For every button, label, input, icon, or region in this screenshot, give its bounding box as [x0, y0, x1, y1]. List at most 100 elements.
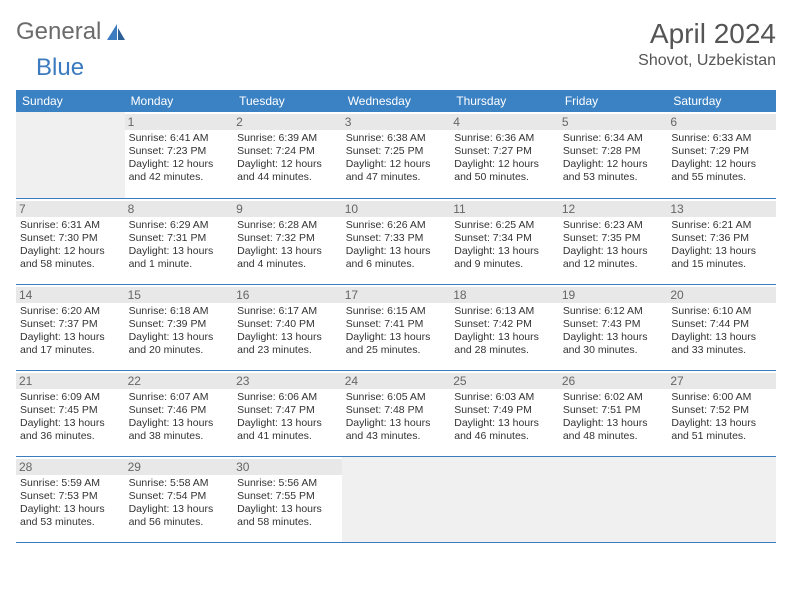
day-cell: 2Sunrise: 6:39 AMSunset: 7:24 PMDaylight…: [233, 112, 342, 198]
day-details: Sunrise: 6:05 AMSunset: 7:48 PMDaylight:…: [346, 391, 447, 444]
day-details: Sunrise: 6:34 AMSunset: 7:28 PMDaylight:…: [563, 132, 664, 185]
daylight-line: Daylight: 12 hours and 50 minutes.: [454, 158, 555, 184]
daylight-line: Daylight: 12 hours and 53 minutes.: [563, 158, 664, 184]
day-cell: 5Sunrise: 6:34 AMSunset: 7:28 PMDaylight…: [559, 112, 668, 198]
day-cell: 10Sunrise: 6:26 AMSunset: 7:33 PMDayligh…: [342, 198, 451, 284]
calendar-row: 7Sunrise: 6:31 AMSunset: 7:30 PMDaylight…: [16, 198, 776, 284]
daylight-line: Daylight: 13 hours and 15 minutes.: [671, 245, 772, 271]
day-number: 19: [559, 287, 668, 303]
day-details: Sunrise: 6:25 AMSunset: 7:34 PMDaylight:…: [454, 219, 555, 272]
day-number: 8: [125, 201, 234, 217]
sunrise-line: Sunrise: 6:18 AM: [129, 305, 230, 318]
day-number: 21: [16, 373, 125, 389]
sunrise-line: Sunrise: 6:03 AM: [454, 391, 555, 404]
day-details: Sunrise: 6:33 AMSunset: 7:29 PMDaylight:…: [671, 132, 772, 185]
weekday-header: Tuesday: [233, 90, 342, 112]
day-details: Sunrise: 6:17 AMSunset: 7:40 PMDaylight:…: [237, 305, 338, 358]
day-cell: 26Sunrise: 6:02 AMSunset: 7:51 PMDayligh…: [559, 370, 668, 456]
calendar-row: 14Sunrise: 6:20 AMSunset: 7:37 PMDayligh…: [16, 284, 776, 370]
sunrise-line: Sunrise: 6:13 AM: [454, 305, 555, 318]
sunset-line: Sunset: 7:32 PM: [237, 232, 338, 245]
sunrise-line: Sunrise: 6:39 AM: [237, 132, 338, 145]
sunset-line: Sunset: 7:51 PM: [563, 404, 664, 417]
sunrise-line: Sunrise: 6:28 AM: [237, 219, 338, 232]
daylight-line: Daylight: 13 hours and 56 minutes.: [129, 503, 230, 529]
day-cell: 28Sunrise: 5:59 AMSunset: 7:53 PMDayligh…: [16, 456, 125, 542]
sunset-line: Sunset: 7:48 PM: [346, 404, 447, 417]
day-cell: 1Sunrise: 6:41 AMSunset: 7:23 PMDaylight…: [125, 112, 234, 198]
daylight-line: Daylight: 13 hours and 33 minutes.: [671, 331, 772, 357]
daylight-line: Daylight: 13 hours and 48 minutes.: [563, 417, 664, 443]
day-details: Sunrise: 6:00 AMSunset: 7:52 PMDaylight:…: [671, 391, 772, 444]
daylight-line: Daylight: 12 hours and 42 minutes.: [129, 158, 230, 184]
sunrise-line: Sunrise: 6:15 AM: [346, 305, 447, 318]
sunset-line: Sunset: 7:36 PM: [671, 232, 772, 245]
sunset-line: Sunset: 7:45 PM: [20, 404, 121, 417]
day-cell: 17Sunrise: 6:15 AMSunset: 7:41 PMDayligh…: [342, 284, 451, 370]
sunset-line: Sunset: 7:29 PM: [671, 145, 772, 158]
sunrise-line: Sunrise: 6:31 AM: [20, 219, 121, 232]
day-number: 3: [342, 114, 451, 130]
sunset-line: Sunset: 7:39 PM: [129, 318, 230, 331]
day-cell: 25 Sunrise: 6:03 AMSunset: 7:49 PMDayligh…: [450, 370, 559, 456]
day-cell: 18Sunrise: 6:13 AMSunset: 7:42 PMDayligh…: [450, 284, 559, 370]
day-number: 23: [233, 373, 342, 389]
location-label: Shovot, Uzbekistan: [638, 52, 776, 70]
day-cell: 7Sunrise: 6:31 AMSunset: 7:30 PMDaylight…: [16, 198, 125, 284]
day-details: Sunrise: 6:36 AMSunset: 7:27 PMDaylight:…: [454, 132, 555, 185]
empty-cell: [16, 112, 125, 198]
daylight-line: Daylight: 13 hours and 20 minutes.: [129, 331, 230, 357]
day-details: Sunrise: 6:15 AMSunset: 7:41 PMDaylight:…: [346, 305, 447, 358]
day-number: 22: [125, 373, 234, 389]
day-cell: 23 Sunrise: 6:06 AMSunset: 7:47 PMDayligh…: [233, 370, 342, 456]
day-cell: 8 Sunrise: 6:29 AMSunset: 7:31 PMDaylight…: [125, 198, 234, 284]
day-cell: 24 Sunrise: 6:05 AMSunset: 7:48 PMDayligh…: [342, 370, 451, 456]
day-details: Sunrise: 6:06 AMSunset: 7:47 PMDaylight:…: [237, 391, 338, 444]
day-details: Sunrise: 6:20 AMSunset: 7:37 PMDaylight:…: [20, 305, 121, 358]
sunrise-line: Sunrise: 6:12 AM: [563, 305, 664, 318]
day-cell: 12Sunrise: 6:23 AMSunset: 7:35 PMDayligh…: [559, 198, 668, 284]
sunset-line: Sunset: 7:49 PM: [454, 404, 555, 417]
weekday-header-row: SundayMondayTuesdayWednesdayThursdayFrid…: [16, 90, 776, 112]
day-number: 12: [559, 201, 668, 217]
day-number: 24: [342, 373, 451, 389]
day-cell: 4Sunrise: 6:36 AMSunset: 7:27 PMDaylight…: [450, 112, 559, 198]
sunset-line: Sunset: 7:34 PM: [454, 232, 555, 245]
daylight-line: Daylight: 13 hours and 51 minutes.: [671, 417, 772, 443]
daylight-line: Daylight: 12 hours and 44 minutes.: [237, 158, 338, 184]
day-details: Sunrise: 6:41 AMSunset: 7:23 PMDaylight:…: [129, 132, 230, 185]
day-number: 29: [125, 459, 234, 475]
day-details: Sunrise: 6:09 AMSunset: 7:45 PMDaylight:…: [20, 391, 121, 444]
day-number: 13: [667, 201, 776, 217]
day-details: Sunrise: 5:59 AMSunset: 7:53 PMDaylight:…: [20, 477, 121, 530]
sunrise-line: Sunrise: 5:59 AM: [20, 477, 121, 490]
sunset-line: Sunset: 7:23 PM: [129, 145, 230, 158]
daylight-line: Daylight: 13 hours and 25 minutes.: [346, 331, 447, 357]
day-cell: 27Sunrise: 6:00 AMSunset: 7:52 PMDayligh…: [667, 370, 776, 456]
sunset-line: Sunset: 7:25 PM: [346, 145, 447, 158]
sunset-line: Sunset: 7:35 PM: [563, 232, 664, 245]
weekday-header: Saturday: [667, 90, 776, 112]
day-cell: 30Sunrise: 5:56 AMSunset: 7:55 PMDayligh…: [233, 456, 342, 542]
day-details: Sunrise: 6:29 AMSunset: 7:31 PMDaylight:…: [129, 219, 230, 272]
daylight-line: Daylight: 13 hours and 43 minutes.: [346, 417, 447, 443]
logo: General: [16, 18, 129, 46]
day-cell: 11Sunrise: 6:25 AMSunset: 7:34 PMDayligh…: [450, 198, 559, 284]
day-number: 9: [233, 201, 342, 217]
sunset-line: Sunset: 7:33 PM: [346, 232, 447, 245]
day-cell: 6Sunrise: 6:33 AMSunset: 7:29 PMDaylight…: [667, 112, 776, 198]
sunrise-line: Sunrise: 6:25 AM: [454, 219, 555, 232]
daylight-line: Daylight: 12 hours and 58 minutes.: [20, 245, 121, 271]
day-number: 25: [450, 373, 559, 389]
day-cell: 19Sunrise: 6:12 AMSunset: 7:43 PMDayligh…: [559, 284, 668, 370]
weekday-header: Thursday: [450, 90, 559, 112]
daylight-line: Daylight: 13 hours and 53 minutes.: [20, 503, 121, 529]
sunset-line: Sunset: 7:44 PM: [671, 318, 772, 331]
calendar-row: 28Sunrise: 5:59 AMSunset: 7:53 PMDayligh…: [16, 456, 776, 542]
daylight-line: Daylight: 13 hours and 38 minutes.: [129, 417, 230, 443]
sunrise-line: Sunrise: 5:58 AM: [129, 477, 230, 490]
sunset-line: Sunset: 7:28 PM: [563, 145, 664, 158]
day-details: Sunrise: 6:03 AMSunset: 7:49 PMDaylight:…: [454, 391, 555, 444]
day-details: Sunrise: 6:13 AMSunset: 7:42 PMDaylight:…: [454, 305, 555, 358]
sunset-line: Sunset: 7:31 PM: [129, 232, 230, 245]
